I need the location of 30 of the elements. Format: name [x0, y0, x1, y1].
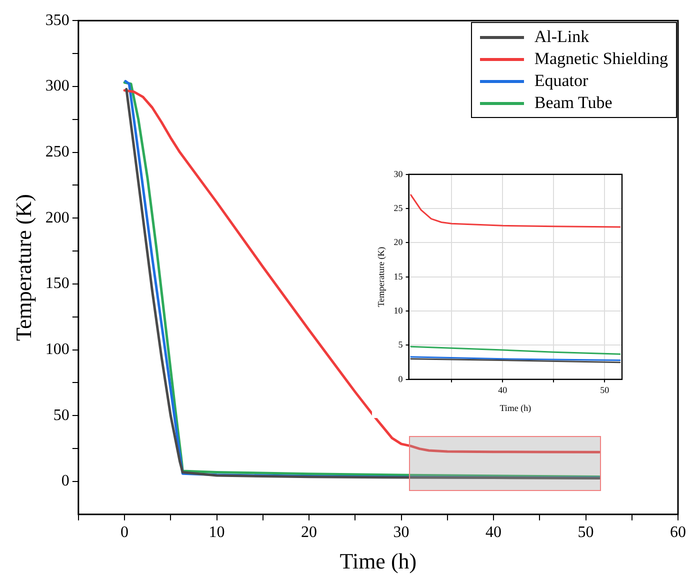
legend-label: Al-Link	[534, 26, 590, 48]
y-tick-label: 300	[45, 78, 70, 95]
y-tick-label: 10	[394, 305, 404, 316]
y-axis-title: Temperature (K)	[376, 246, 386, 307]
y-tick-label: 15	[394, 271, 404, 282]
y-tick-label: 0	[61, 472, 70, 490]
x-tick-label: 50	[578, 524, 594, 542]
x-tick-label: 60	[670, 524, 686, 542]
y-tick-label: 350	[45, 12, 70, 29]
x-axis-title: Time (h)	[500, 402, 532, 413]
x-tick-label: 40	[486, 524, 502, 542]
x-tick-label: 40	[498, 385, 508, 396]
x-tick-label: 10	[208, 524, 225, 542]
y-tick-label: 200	[45, 209, 70, 226]
y-tick-label: 25	[394, 202, 404, 213]
x-axis-title: Time (h)	[340, 548, 417, 574]
legend-label: Beam Tube	[534, 92, 612, 114]
y-tick-label: 100	[45, 341, 70, 358]
y-axis-title: Temperature (K)	[10, 194, 36, 341]
x-tick-label: 0	[120, 524, 129, 542]
y-tick-label: 0	[398, 374, 404, 384]
y-tick-label: 250	[45, 143, 70, 160]
y-tick-label: 150	[45, 275, 70, 292]
legend-label: Equator	[534, 70, 588, 92]
x-tick-label: 20	[301, 524, 318, 542]
y-tick-label: 20	[394, 237, 404, 248]
y-tick-label: 5	[398, 340, 404, 350]
legend-label: Magnetic Shielding	[534, 48, 668, 70]
y-tick-label: 30	[394, 168, 404, 179]
y-tick-label: 50	[53, 406, 70, 424]
